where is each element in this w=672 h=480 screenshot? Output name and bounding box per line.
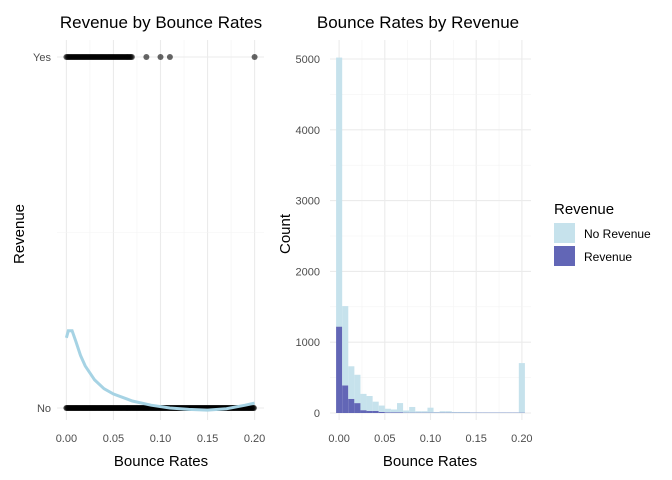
left-x-tick-labels: 0.00 0.05 0.10 0.15 0.20 — [56, 433, 266, 445]
bar-no-revenue — [433, 411, 440, 413]
bar-no-revenue — [354, 374, 361, 404]
point-yes — [157, 54, 164, 60]
bar-revenue — [354, 403, 361, 413]
bar-no-revenue — [397, 403, 404, 413]
legend: Revenue No Revenue Revenue — [554, 201, 651, 266]
bar-no-revenue — [378, 405, 385, 412]
right-x-tick-labels: 0.00 0.05 0.10 0.15 0.20 — [328, 433, 532, 445]
legend-label-no-revenue: No Revenue — [584, 227, 651, 241]
bar-no-revenue — [409, 406, 416, 413]
bar-revenue — [348, 398, 355, 413]
bar-no-revenue — [390, 409, 398, 413]
right-x-tick-label: 0.15 — [465, 433, 486, 445]
bar-no-revenue — [366, 396, 373, 411]
left-chart-title: Revenue by Bounce Rates — [60, 13, 262, 32]
bar-no-revenue — [427, 407, 434, 413]
bar-revenue — [342, 385, 349, 413]
left-y-axis-label: Revenue — [11, 204, 28, 264]
left-x-tick-label: 0.10 — [150, 433, 171, 445]
right-x-tick-label: 0.00 — [328, 433, 349, 445]
right-x-tick-label: 0.10 — [420, 433, 441, 445]
left-gridlines — [57, 40, 264, 420]
bar-revenue — [336, 326, 343, 413]
bar-no-revenue — [403, 410, 410, 413]
bar-no-revenue — [421, 411, 428, 413]
bar-no-revenue — [457, 411, 464, 413]
right-x-tick-label: 0.05 — [374, 433, 395, 445]
bar-revenue — [378, 411, 385, 413]
right-y-tick-label: 0 — [314, 408, 320, 420]
right-y-tick-label: 2000 — [296, 266, 320, 278]
right-x-tick-label: 0.20 — [511, 433, 532, 445]
right-gridlines — [330, 40, 531, 420]
bar-no-revenue — [439, 411, 446, 413]
right-chart-title: Bounce Rates by Revenue — [317, 13, 519, 32]
left-x-tick-label: 0.20 — [244, 433, 265, 445]
bar-revenue — [390, 412, 398, 413]
bar-no-revenue — [342, 306, 349, 386]
bar-no-revenue — [348, 366, 355, 399]
bar-no-revenue — [518, 363, 525, 413]
bar-revenue — [384, 412, 391, 413]
left-x-tick-label: 0.00 — [56, 433, 77, 445]
left-y-tick-labels: No Yes — [33, 52, 51, 415]
right-y-axis-label: Count — [277, 213, 294, 254]
bar-no-revenue — [384, 408, 391, 413]
point-yes — [128, 54, 135, 60]
bar-no-revenue — [445, 411, 452, 413]
bar-no-revenue — [360, 393, 367, 411]
point-yes — [143, 54, 150, 60]
smooth-trend-line — [64, 329, 255, 412]
right-y-tick-label: 3000 — [296, 196, 320, 208]
bar-no-revenue — [336, 57, 343, 327]
bar-no-revenue — [415, 411, 422, 413]
left-x-tick-label: 0.15 — [197, 433, 218, 445]
right-x-axis-label: Bounce Rates — [383, 453, 477, 470]
legend-key-revenue — [554, 246, 575, 266]
legend-title: Revenue — [554, 201, 614, 218]
bar-revenue — [372, 410, 379, 413]
left-y-tick-label: Yes — [33, 52, 51, 64]
point-yes — [166, 54, 173, 60]
legend-key-no-revenue — [554, 223, 575, 243]
right-y-tick-label: 5000 — [296, 54, 320, 66]
right-y-tick-label: 1000 — [296, 337, 320, 349]
right-panel: Bounce Rates by Revenue Count Bounce Rat… — [277, 13, 533, 470]
bar-revenue — [366, 410, 373, 413]
left-x-axis-label: Bounce Rates — [114, 453, 208, 470]
bar-revenue — [397, 412, 404, 413]
point-no — [250, 405, 257, 411]
bar-no-revenue — [372, 401, 379, 411]
bar-no-revenue — [463, 411, 471, 413]
left-x-tick-label: 0.05 — [103, 433, 124, 445]
point-yes — [251, 54, 258, 60]
legend-label-revenue: Revenue — [584, 250, 632, 264]
left-panel: Revenue by Bounce Rates Revenue Bounce R… — [11, 13, 265, 470]
bar-no-revenue — [451, 411, 458, 413]
bar-revenue — [360, 410, 367, 413]
right-y-tick-label: 4000 — [296, 125, 320, 137]
right-y-tick-labels: 0 1000 2000 3000 4000 5000 — [296, 54, 320, 420]
histogram-bars — [336, 57, 525, 413]
left-y-tick-label: No — [37, 403, 51, 415]
